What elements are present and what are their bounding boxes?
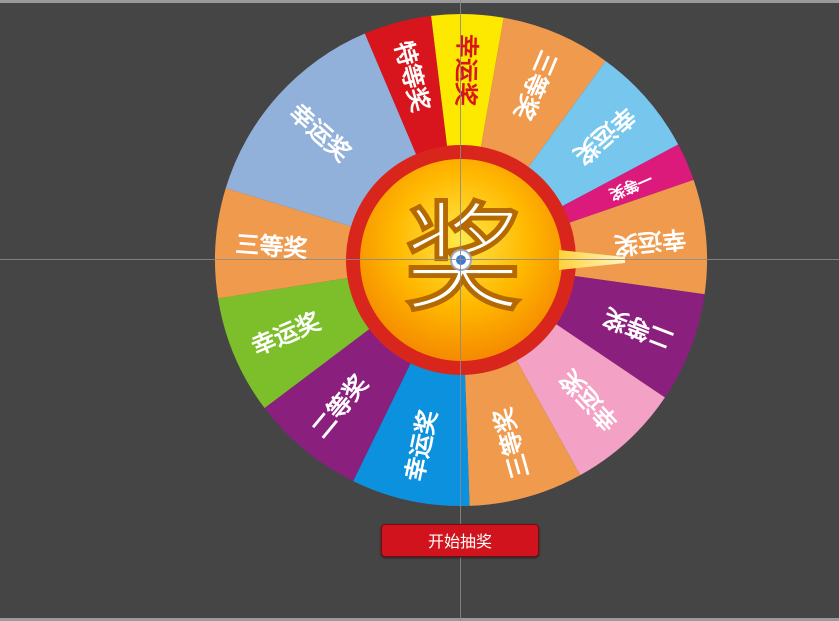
horizontal-guide-line [0, 259, 839, 260]
start-draw-button[interactable]: 开始抽奖 [381, 524, 539, 557]
top-frame-border [0, 0, 839, 3]
wheel-segment [215, 188, 461, 299]
vertical-guide-line [460, 0, 461, 621]
wheel-segment-label: 幸运奖 [451, 34, 481, 108]
wheel-segment [431, 13, 504, 260]
wheel-segment-label: 幸运奖 [612, 224, 687, 259]
wheel-segment-label: 三等奖 [235, 230, 310, 263]
pointer-needle-icon [450, 249, 625, 271]
bottom-frame-border [0, 618, 839, 621]
